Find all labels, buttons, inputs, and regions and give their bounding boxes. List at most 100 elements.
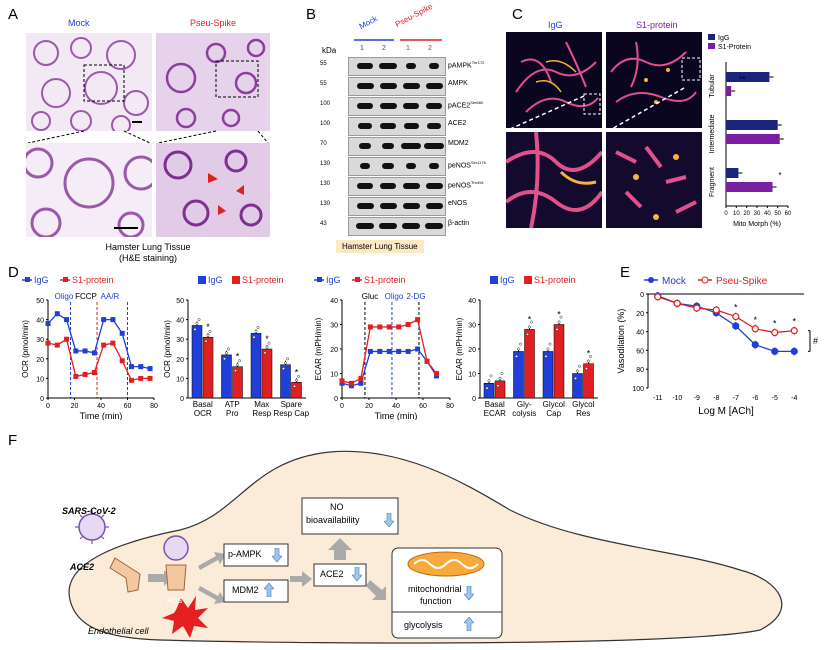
legend-label: IgG <box>718 35 729 42</box>
x-tick-label: 20 <box>365 403 373 410</box>
wb-row <box>348 157 446 176</box>
wb-band <box>429 63 439 69</box>
he-image-mock-high <box>26 143 152 237</box>
panel-a-caption-2: (H&E staining) <box>118 253 178 263</box>
data-dot <box>496 384 500 388</box>
wb-mw-label: 55 <box>320 61 327 67</box>
lane-label: 1 <box>406 45 410 52</box>
x-tick-label: 60 <box>785 211 792 217</box>
y-tick-label: 10 <box>36 376 44 383</box>
category-label: Intermediate <box>709 114 716 153</box>
significance: ** <box>739 75 745 84</box>
data-point <box>386 324 392 330</box>
bar <box>191 325 203 399</box>
y-tick-label: 50 <box>36 298 44 305</box>
legend-swatch <box>232 276 240 284</box>
data-dot <box>297 374 300 378</box>
data-point <box>147 366 153 372</box>
legend-swatch <box>708 43 715 49</box>
x-tick-label: -10 <box>672 395 682 402</box>
wb-band <box>429 163 439 169</box>
wb-band <box>357 103 373 109</box>
glycolysis-label: glycolysis <box>404 620 443 630</box>
no-label-1: NO <box>330 502 344 512</box>
up-arrow-icon <box>463 616 475 636</box>
data-point <box>358 375 364 381</box>
no-label-2: bioavailability <box>306 515 360 525</box>
data-dot <box>284 361 287 365</box>
ros-burst-icon <box>162 596 208 638</box>
category-label: Basal <box>485 400 505 409</box>
data-dot <box>576 369 579 373</box>
y-tick-label: 0 <box>40 396 44 403</box>
wb-protein-label: pACE2Ser680 <box>448 100 483 109</box>
data-point <box>147 375 153 381</box>
wb-protein-label: peNOSSer1176 <box>448 160 486 169</box>
legend-swatch <box>524 276 532 284</box>
legend-label: S1-protein <box>72 275 114 285</box>
data-dot <box>265 345 269 349</box>
panel-e-label: E <box>620 264 631 281</box>
wb-row <box>348 97 446 116</box>
wb-band <box>380 123 396 129</box>
wb-mw-label: 100 <box>320 101 331 107</box>
legend-marker <box>648 277 654 283</box>
data-point <box>82 348 88 354</box>
wb-protein-name: ACE2 <box>448 120 467 127</box>
data-point <box>377 324 383 330</box>
bar <box>483 383 495 399</box>
bar <box>572 373 583 399</box>
legend-label: IgG <box>34 275 49 285</box>
wb-protein-name: MDM2 <box>448 140 469 147</box>
x-tick-label: 60 <box>124 403 132 410</box>
legend-label: IgG <box>326 275 341 285</box>
x-tick-label: 40 <box>392 403 400 410</box>
significance: * <box>792 317 796 327</box>
bar <box>726 72 770 82</box>
wb-band <box>425 183 443 189</box>
data-point <box>415 317 421 323</box>
wb-protein-site: Ser680 <box>470 100 484 105</box>
data-dot <box>585 367 588 371</box>
data-dot <box>489 374 493 378</box>
wb-band <box>358 123 372 129</box>
category-label: OCR <box>194 409 212 418</box>
data-point <box>91 350 97 356</box>
x-tick-label: 40 <box>764 211 771 217</box>
wb-band <box>402 183 420 189</box>
up-arrow-icon <box>263 582 275 602</box>
data-point <box>54 311 60 317</box>
virus-icon <box>163 535 189 561</box>
chart-ecar-bar: IgG S1-protein 0 10 20 30 40 ECAR (mPH/min) Basa… <box>455 275 598 418</box>
category-label: ECAR <box>484 409 506 418</box>
y-axis-label: OCR (pmol/min) <box>163 320 172 378</box>
data-point <box>654 293 662 301</box>
y-tick-label: 30 <box>468 323 476 330</box>
arrow-icon <box>366 580 386 600</box>
chart-ecar-line: IgG S1-protein Gluc Oligo 2-DG 0 10 20 30 40 0 20 40… <box>314 275 454 420</box>
significance: * <box>206 322 210 332</box>
x-tick-label: 60 <box>419 403 427 410</box>
chart-vasodilation: Mock Pseu-Spike 0 20 40 60 80 100 -11 -10 -9 -8 -7 -6… <box>616 276 818 417</box>
x-axis-label: Log M [ACh] <box>698 406 754 417</box>
wb-band <box>382 143 394 149</box>
data-point <box>128 364 134 370</box>
data-dot <box>544 354 548 358</box>
data-point <box>424 358 430 364</box>
bar <box>726 120 778 130</box>
wb-band <box>379 223 397 229</box>
mito-label-2: function <box>420 596 452 606</box>
category-label: Fragment <box>709 167 716 197</box>
wb-band <box>425 203 443 209</box>
wb-band <box>379 203 397 209</box>
data-point <box>101 317 107 323</box>
y-axis-label: ECAR (mPH/min) <box>455 317 464 380</box>
wb-band <box>401 143 421 149</box>
he-image-pseu-low <box>156 33 270 131</box>
data-dot <box>263 351 267 355</box>
wb-band <box>379 83 397 89</box>
data-dot <box>517 347 520 351</box>
wb-row <box>348 137 446 156</box>
data-dot <box>227 347 230 351</box>
data-point <box>405 348 411 354</box>
